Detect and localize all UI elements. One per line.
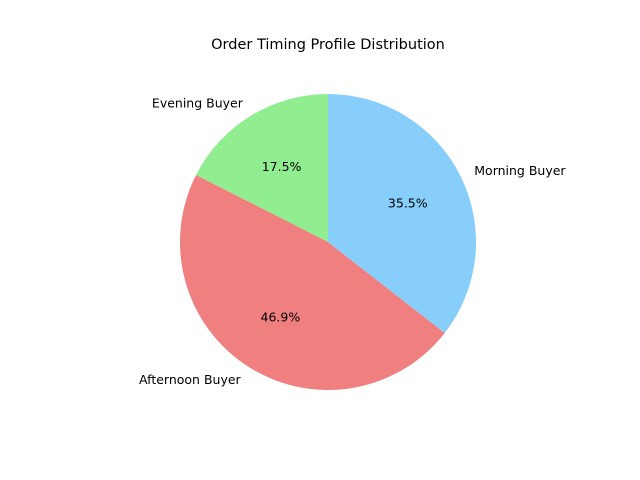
slice-percent-label: 17.5%: [262, 159, 302, 174]
slice-label: Morning Buyer: [474, 163, 566, 178]
pie-slice-evening-buyer: [196, 94, 328, 242]
slice-percent-label: 46.9%: [261, 309, 301, 324]
pie-labels: Evening Buyer 17.5% Afternoon Buyer 46.9% Mo…: [139, 96, 566, 387]
chart-title: Order Timing Profile Distribution: [211, 37, 445, 53]
pie-slice-afternoon-buyer: [180, 174, 445, 390]
pie-slice-morning-buyer: [328, 94, 476, 333]
slice-percent-label: 35.5%: [388, 196, 428, 211]
pie-slices: [180, 94, 476, 390]
slice-label: Evening Buyer: [152, 96, 244, 111]
slice-label: Afternoon Buyer: [139, 372, 241, 387]
